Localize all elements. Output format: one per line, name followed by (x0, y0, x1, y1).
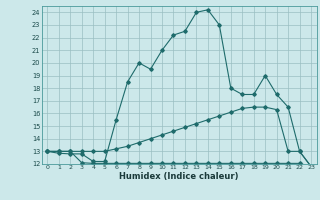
X-axis label: Humidex (Indice chaleur): Humidex (Indice chaleur) (119, 172, 239, 181)
